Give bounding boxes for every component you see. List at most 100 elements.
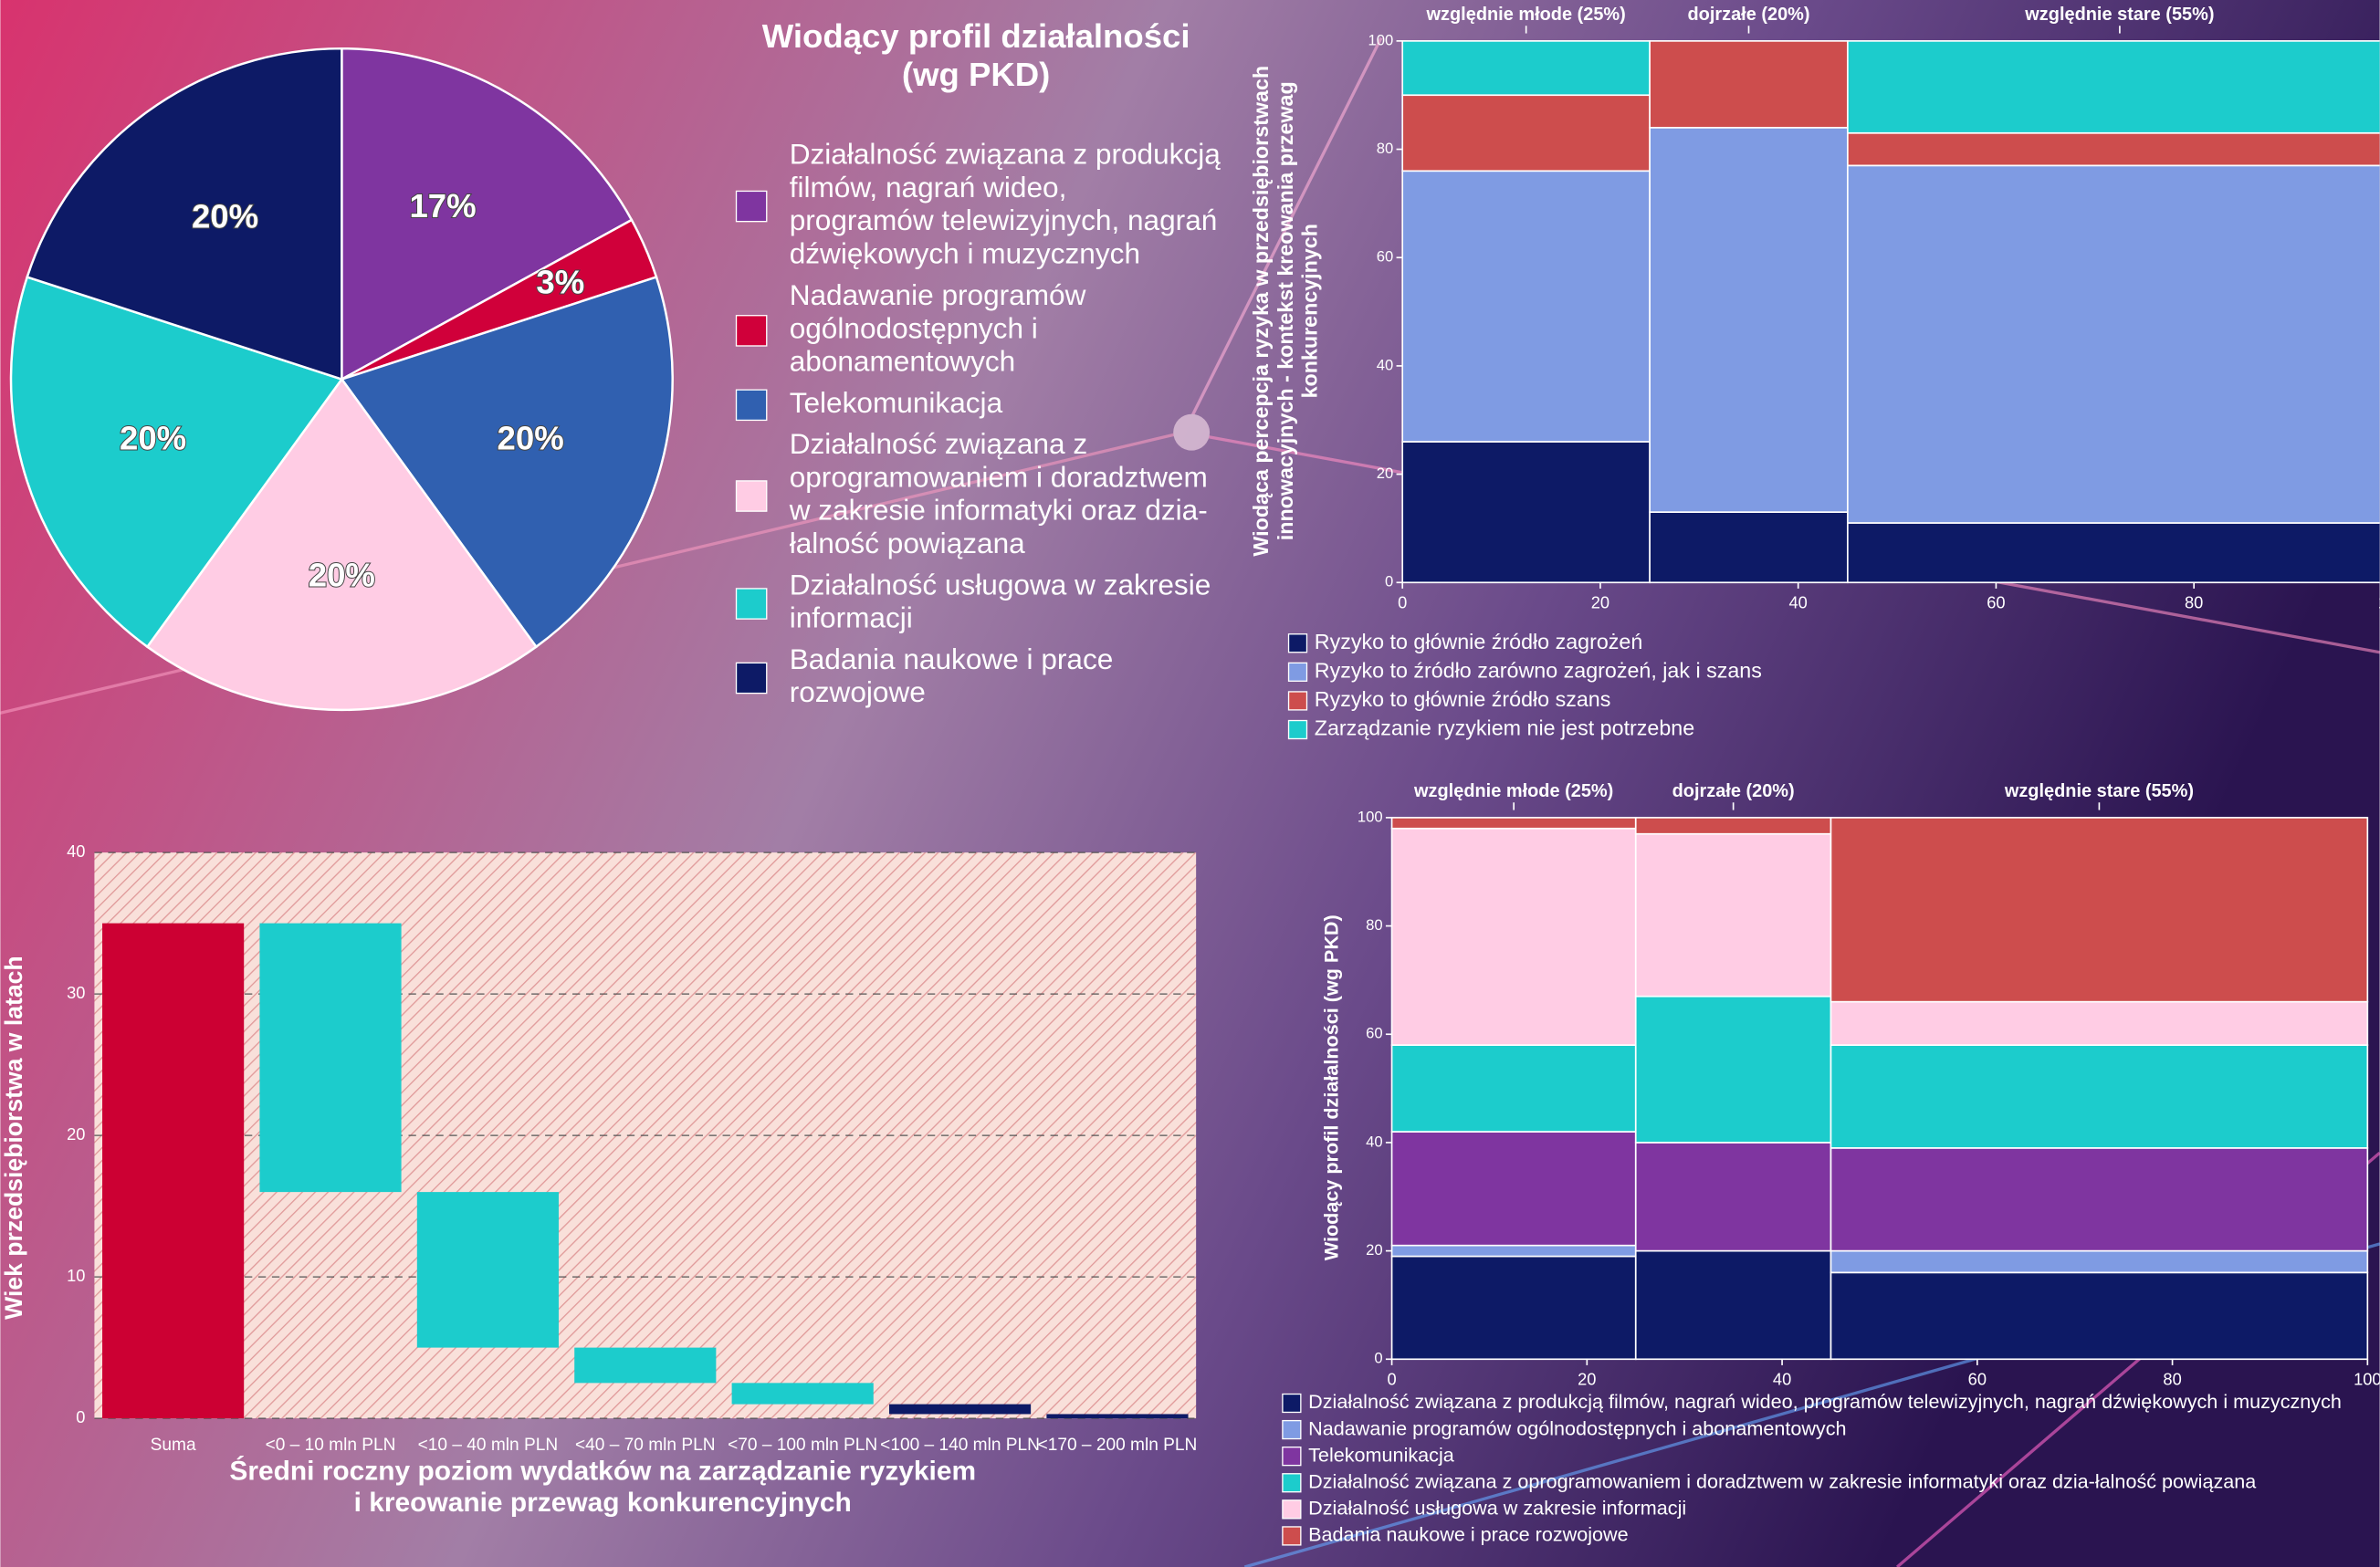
pie-title: Wiodący profil działalności (wg PKD) bbox=[762, 17, 1190, 93]
x-tick-label: <70 – 100 mln PLN bbox=[728, 1436, 877, 1455]
pie-value-label: 17% bbox=[409, 187, 476, 225]
pie-slice bbox=[340, 275, 674, 649]
x-tick-label: <170 – 200 mln PLN bbox=[1038, 1436, 1198, 1455]
text-line: informacji bbox=[790, 601, 913, 634]
text-line: oprogramowaniem i doradztwem bbox=[790, 461, 1208, 494]
y-tick-label: 40 bbox=[67, 841, 85, 861]
y-tick-label: 40 bbox=[1377, 356, 1393, 373]
y-tick-label: 20 bbox=[1377, 465, 1393, 482]
legend-label: Telekomunikacja bbox=[1308, 1443, 1455, 1466]
x-tick-label: Suma bbox=[151, 1436, 196, 1455]
legend-swatch bbox=[735, 315, 768, 347]
pie-slice bbox=[26, 47, 343, 381]
pie-value-label: 20% bbox=[309, 557, 375, 594]
y-tick-label: 100 bbox=[1358, 808, 1383, 825]
legend-label: Badania naukowe i prace rozwojowe bbox=[1308, 1523, 1629, 1546]
mosaic-cell bbox=[1390, 1044, 1637, 1133]
mosaic-cell bbox=[1390, 817, 1637, 830]
pie-value-label: 20% bbox=[120, 419, 186, 456]
mosaic-cell bbox=[1390, 827, 1637, 1046]
legend-label: Telekomunikacja bbox=[790, 386, 1003, 419]
mosaic-cell bbox=[1649, 40, 1849, 129]
y-tick-label: 80 bbox=[1366, 916, 1382, 934]
legend-label: Badania naukowe i prace rozwojowe bbox=[790, 642, 1114, 708]
mosaic-cell bbox=[1634, 832, 1832, 998]
pie-value-label: 20% bbox=[498, 419, 564, 456]
legend-label: Nadawanie programów ogólnodostępnych i a… bbox=[1308, 1416, 1846, 1439]
legend-swatch bbox=[1282, 1473, 1302, 1493]
legend-swatch bbox=[1282, 1419, 1302, 1440]
x-tick-label: 20 bbox=[1578, 1369, 1596, 1388]
pie-slice bbox=[341, 47, 634, 381]
mosaic-y-label: Wiodąca percepcja ryzyka w przedsiębiors… bbox=[1249, 66, 1322, 557]
y-tick-label: 100 bbox=[1368, 31, 1394, 48]
pie-value-label: 3% bbox=[536, 264, 584, 301]
legend-label: Ryzyko to głównie źródło szans bbox=[1315, 687, 1611, 711]
mosaic-cell bbox=[1649, 126, 1849, 513]
text-line: Działalność związana z bbox=[790, 427, 1087, 460]
x-tick-label: 80 bbox=[2163, 1369, 2181, 1388]
text-line: programów telewizyjnych, nagrań bbox=[790, 204, 1218, 237]
pie-slice bbox=[145, 377, 539, 712]
x-tick-label: 60 bbox=[1987, 592, 2005, 611]
mosaic-cell bbox=[1649, 511, 1849, 584]
y-tick-label: 30 bbox=[67, 983, 85, 1002]
x-tick-label: 20 bbox=[1591, 592, 1609, 611]
mosaic-cell bbox=[1634, 817, 1832, 835]
legend-label: Nadawanie programów ogólnodostępnych i abo… bbox=[790, 278, 1086, 378]
waterfall-bar bbox=[574, 1347, 717, 1384]
text-line: rozwojowe bbox=[790, 675, 926, 708]
mosaic-cell bbox=[1830, 1044, 2369, 1149]
mosaic-cell bbox=[1401, 441, 1651, 584]
text-line: konkurencyjnych bbox=[1298, 224, 1322, 398]
y-tick-label: 20 bbox=[67, 1124, 85, 1144]
legend-swatch bbox=[735, 588, 768, 620]
text-line: Nadawanie programów bbox=[790, 278, 1086, 311]
waterfall-bar bbox=[1046, 1414, 1189, 1419]
legend-label: Działalność związana z produkcją filmów,… bbox=[1308, 1390, 2342, 1413]
legend-swatch bbox=[1287, 662, 1308, 682]
mosaic-cell bbox=[1847, 40, 2380, 134]
legend-label: Działalność związana z oprogramowaniem i… bbox=[1308, 1469, 2257, 1492]
x-tick-label: 80 bbox=[2185, 592, 2203, 611]
group-label: dojrzałe (20%) bbox=[1687, 5, 1809, 25]
text-line: Działalność związana z produkcją bbox=[790, 138, 1221, 171]
y-tick-label: 20 bbox=[1366, 1241, 1382, 1259]
waterfall-bar bbox=[888, 1404, 1032, 1415]
legend-swatch bbox=[1287, 633, 1308, 653]
mosaic-cell bbox=[1830, 817, 2369, 1003]
legend-swatch bbox=[1282, 1393, 1302, 1414]
y-tick-label: 0 bbox=[76, 1407, 85, 1426]
x-tick-label: 0 bbox=[1398, 592, 1407, 611]
text-line: ogólnodostępnych i bbox=[790, 312, 1038, 345]
mosaic-cell bbox=[1847, 522, 2380, 584]
group-label: dojrzałe (20%) bbox=[1672, 781, 1795, 801]
legend-label: Ryzyko to źródło zarówno zagrożeń, jak i… bbox=[1315, 658, 1762, 682]
mosaic-cell bbox=[1847, 164, 2380, 524]
legend-swatch bbox=[735, 190, 768, 223]
waterfall-x-label: Średni roczny poziom wydatków na zarządz… bbox=[229, 1455, 976, 1517]
mosaic-cell bbox=[1634, 1249, 1832, 1361]
mosaic-cell bbox=[1390, 1244, 1637, 1258]
x-tick-label: 60 bbox=[1968, 1369, 1987, 1388]
mosaic-cell bbox=[1401, 40, 1651, 97]
group-label: względnie stare (55%) bbox=[2024, 5, 2214, 25]
legend-swatch bbox=[1282, 1499, 1302, 1520]
legend-swatch bbox=[1287, 719, 1308, 740]
y-tick-label: 0 bbox=[1374, 1350, 1382, 1367]
text-line: łalność powiązana bbox=[790, 527, 1025, 559]
text-line: (wg PKD) bbox=[902, 56, 1050, 93]
legend-swatch bbox=[735, 480, 768, 512]
x-tick-label: 40 bbox=[1773, 1369, 1791, 1388]
y-tick-label: 40 bbox=[1366, 1133, 1382, 1150]
x-tick-label: <100 – 140 mln PLN bbox=[880, 1436, 1040, 1455]
x-tick-label: 40 bbox=[1789, 592, 1808, 611]
waterfall-bar bbox=[259, 923, 402, 1193]
text-line: Średni roczny poziom wydatków na zarządz… bbox=[229, 1455, 976, 1486]
mosaic-plot: względnie młode (25%) dojrzałe (20%) wzglę… bbox=[1308, 781, 2379, 1546]
group-label: względnie stare (55%) bbox=[2004, 781, 2194, 801]
legend-label: Działalność związana z oprogramowaniem i … bbox=[789, 427, 1208, 559]
legend-swatch bbox=[1282, 1526, 1302, 1546]
legend-swatch bbox=[735, 662, 768, 695]
mosaic-cell bbox=[1847, 131, 2380, 167]
